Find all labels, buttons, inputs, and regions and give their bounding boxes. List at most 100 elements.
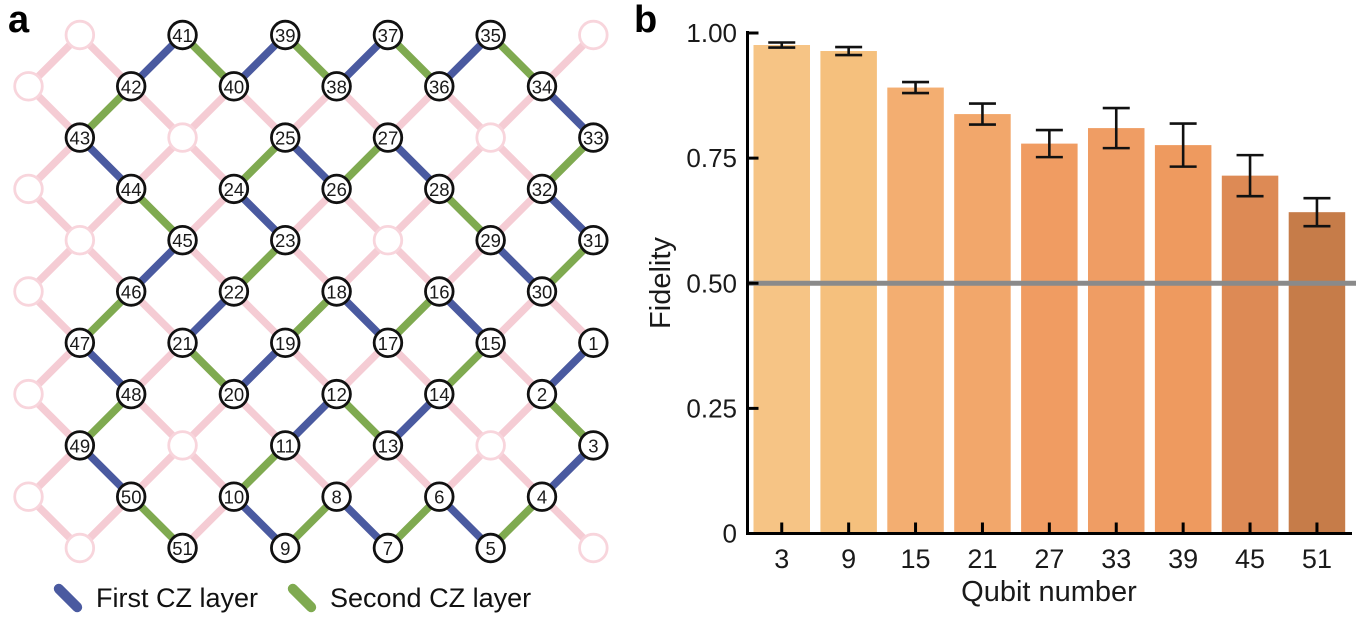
qubit-label: 24 <box>224 179 245 200</box>
qubit-node <box>167 532 198 564</box>
qubit-node-faded <box>578 532 609 564</box>
y-tick-label: 1.00 <box>686 18 737 48</box>
legend-item-second-cz: Second CZ layer <box>278 577 531 618</box>
qubit-node <box>372 430 404 461</box>
qubit-node <box>526 481 558 512</box>
bar <box>1154 145 1212 534</box>
y-axis-title: Fidelity <box>648 237 677 329</box>
qubit-label: 14 <box>429 384 450 405</box>
qubit-node-faded <box>578 19 609 51</box>
qubit-node <box>270 122 301 153</box>
error-bars <box>768 41 1331 228</box>
qubit-node <box>578 430 609 461</box>
x-tick-label: 33 <box>1101 544 1131 574</box>
x-tick-label: 3 <box>774 544 789 574</box>
qubit-label: 40 <box>224 76 245 97</box>
qubit-node <box>218 481 250 512</box>
qubit-label: 41 <box>172 25 193 46</box>
qubit-label: 39 <box>275 25 296 46</box>
qubit-label: 12 <box>326 384 347 405</box>
qubit-label: 20 <box>224 384 245 405</box>
qubit-node <box>115 173 147 205</box>
qubit-node <box>270 19 301 51</box>
x-tick-label: 9 <box>841 544 856 574</box>
qubit-node <box>321 378 352 410</box>
qubit-node <box>475 224 506 256</box>
qubit-node <box>64 327 96 359</box>
bars <box>753 45 1346 534</box>
qubit-node <box>372 122 404 153</box>
qubit-label: 16 <box>429 282 450 303</box>
bar <box>1288 212 1346 534</box>
qubit-node <box>270 532 301 564</box>
qubit-node-faded <box>167 122 198 153</box>
qubit-node-faded <box>167 430 198 461</box>
qubit-node <box>115 71 147 102</box>
qubit-node <box>578 224 609 256</box>
qubit-node-faded <box>13 276 44 307</box>
qubit-node <box>424 378 455 410</box>
x-tick-label: 51 <box>1302 544 1332 574</box>
qubit-node <box>578 122 609 153</box>
qubit-label: 18 <box>326 282 347 303</box>
bar <box>820 51 877 534</box>
y-tick-label: 0.75 <box>686 143 737 173</box>
qubit-node <box>424 276 455 307</box>
qubit-node <box>321 276 352 307</box>
qubit-label: 36 <box>429 76 450 97</box>
bar <box>887 87 944 534</box>
qubit-node <box>321 481 352 512</box>
background-lattice <box>24 31 598 552</box>
y-tick-label: 0.25 <box>686 393 737 423</box>
qubit-node <box>218 173 250 205</box>
qubit-label: 42 <box>121 76 142 97</box>
qubit-label: 45 <box>172 230 193 251</box>
second-cz-swatch-icon <box>285 581 319 615</box>
qubit-label: 37 <box>378 25 399 46</box>
qubit-node <box>372 19 404 51</box>
qubit-node <box>115 276 147 307</box>
qubit-node <box>167 224 198 256</box>
qubit-node <box>270 224 301 256</box>
qubit-label: 33 <box>583 128 604 149</box>
qubit-node-faded <box>64 532 96 564</box>
qubit-label: 46 <box>121 282 142 303</box>
qubit-node <box>475 327 506 359</box>
x-tick-label: 21 <box>967 544 997 574</box>
qubit-node <box>424 481 455 512</box>
qubit-label: 43 <box>70 128 91 149</box>
qubit-label: 25 <box>275 128 296 149</box>
x-axis-title: Qubit number <box>961 576 1137 608</box>
y-tick-label: 0 <box>723 519 737 549</box>
qubit-label: 26 <box>326 179 347 200</box>
qubit-label: 50 <box>121 487 142 508</box>
qubit-label: 23 <box>275 230 296 251</box>
qubit-node-faded <box>64 224 96 256</box>
qubit-label: 48 <box>121 384 142 405</box>
qubit-node <box>578 327 609 359</box>
qubit-node <box>424 71 455 102</box>
qubit-label: 29 <box>480 230 501 251</box>
qubit-node <box>372 327 404 359</box>
qubit-label: 17 <box>378 333 399 354</box>
qubit-node <box>526 71 558 102</box>
qubit-label: 21 <box>172 333 193 354</box>
qubit-label: 10 <box>224 487 245 508</box>
qubit-node <box>64 122 96 153</box>
second-cz-legend-label: Second CZ layer <box>330 582 532 613</box>
qubit-node <box>218 378 250 410</box>
bar <box>1221 175 1279 534</box>
qubit-node <box>372 532 404 564</box>
bar <box>1021 143 1078 534</box>
qubit-node-faded <box>13 71 44 102</box>
qubit-node <box>321 71 352 102</box>
qubit-label: 22 <box>224 282 245 303</box>
qubit-label: 34 <box>532 76 553 97</box>
qubit-label: 11 <box>276 435 295 456</box>
qubit-label: 28 <box>429 179 450 200</box>
qubit-node-faded <box>372 224 404 256</box>
qubit-label: 44 <box>121 179 142 200</box>
qubit-node-faded <box>475 122 506 153</box>
